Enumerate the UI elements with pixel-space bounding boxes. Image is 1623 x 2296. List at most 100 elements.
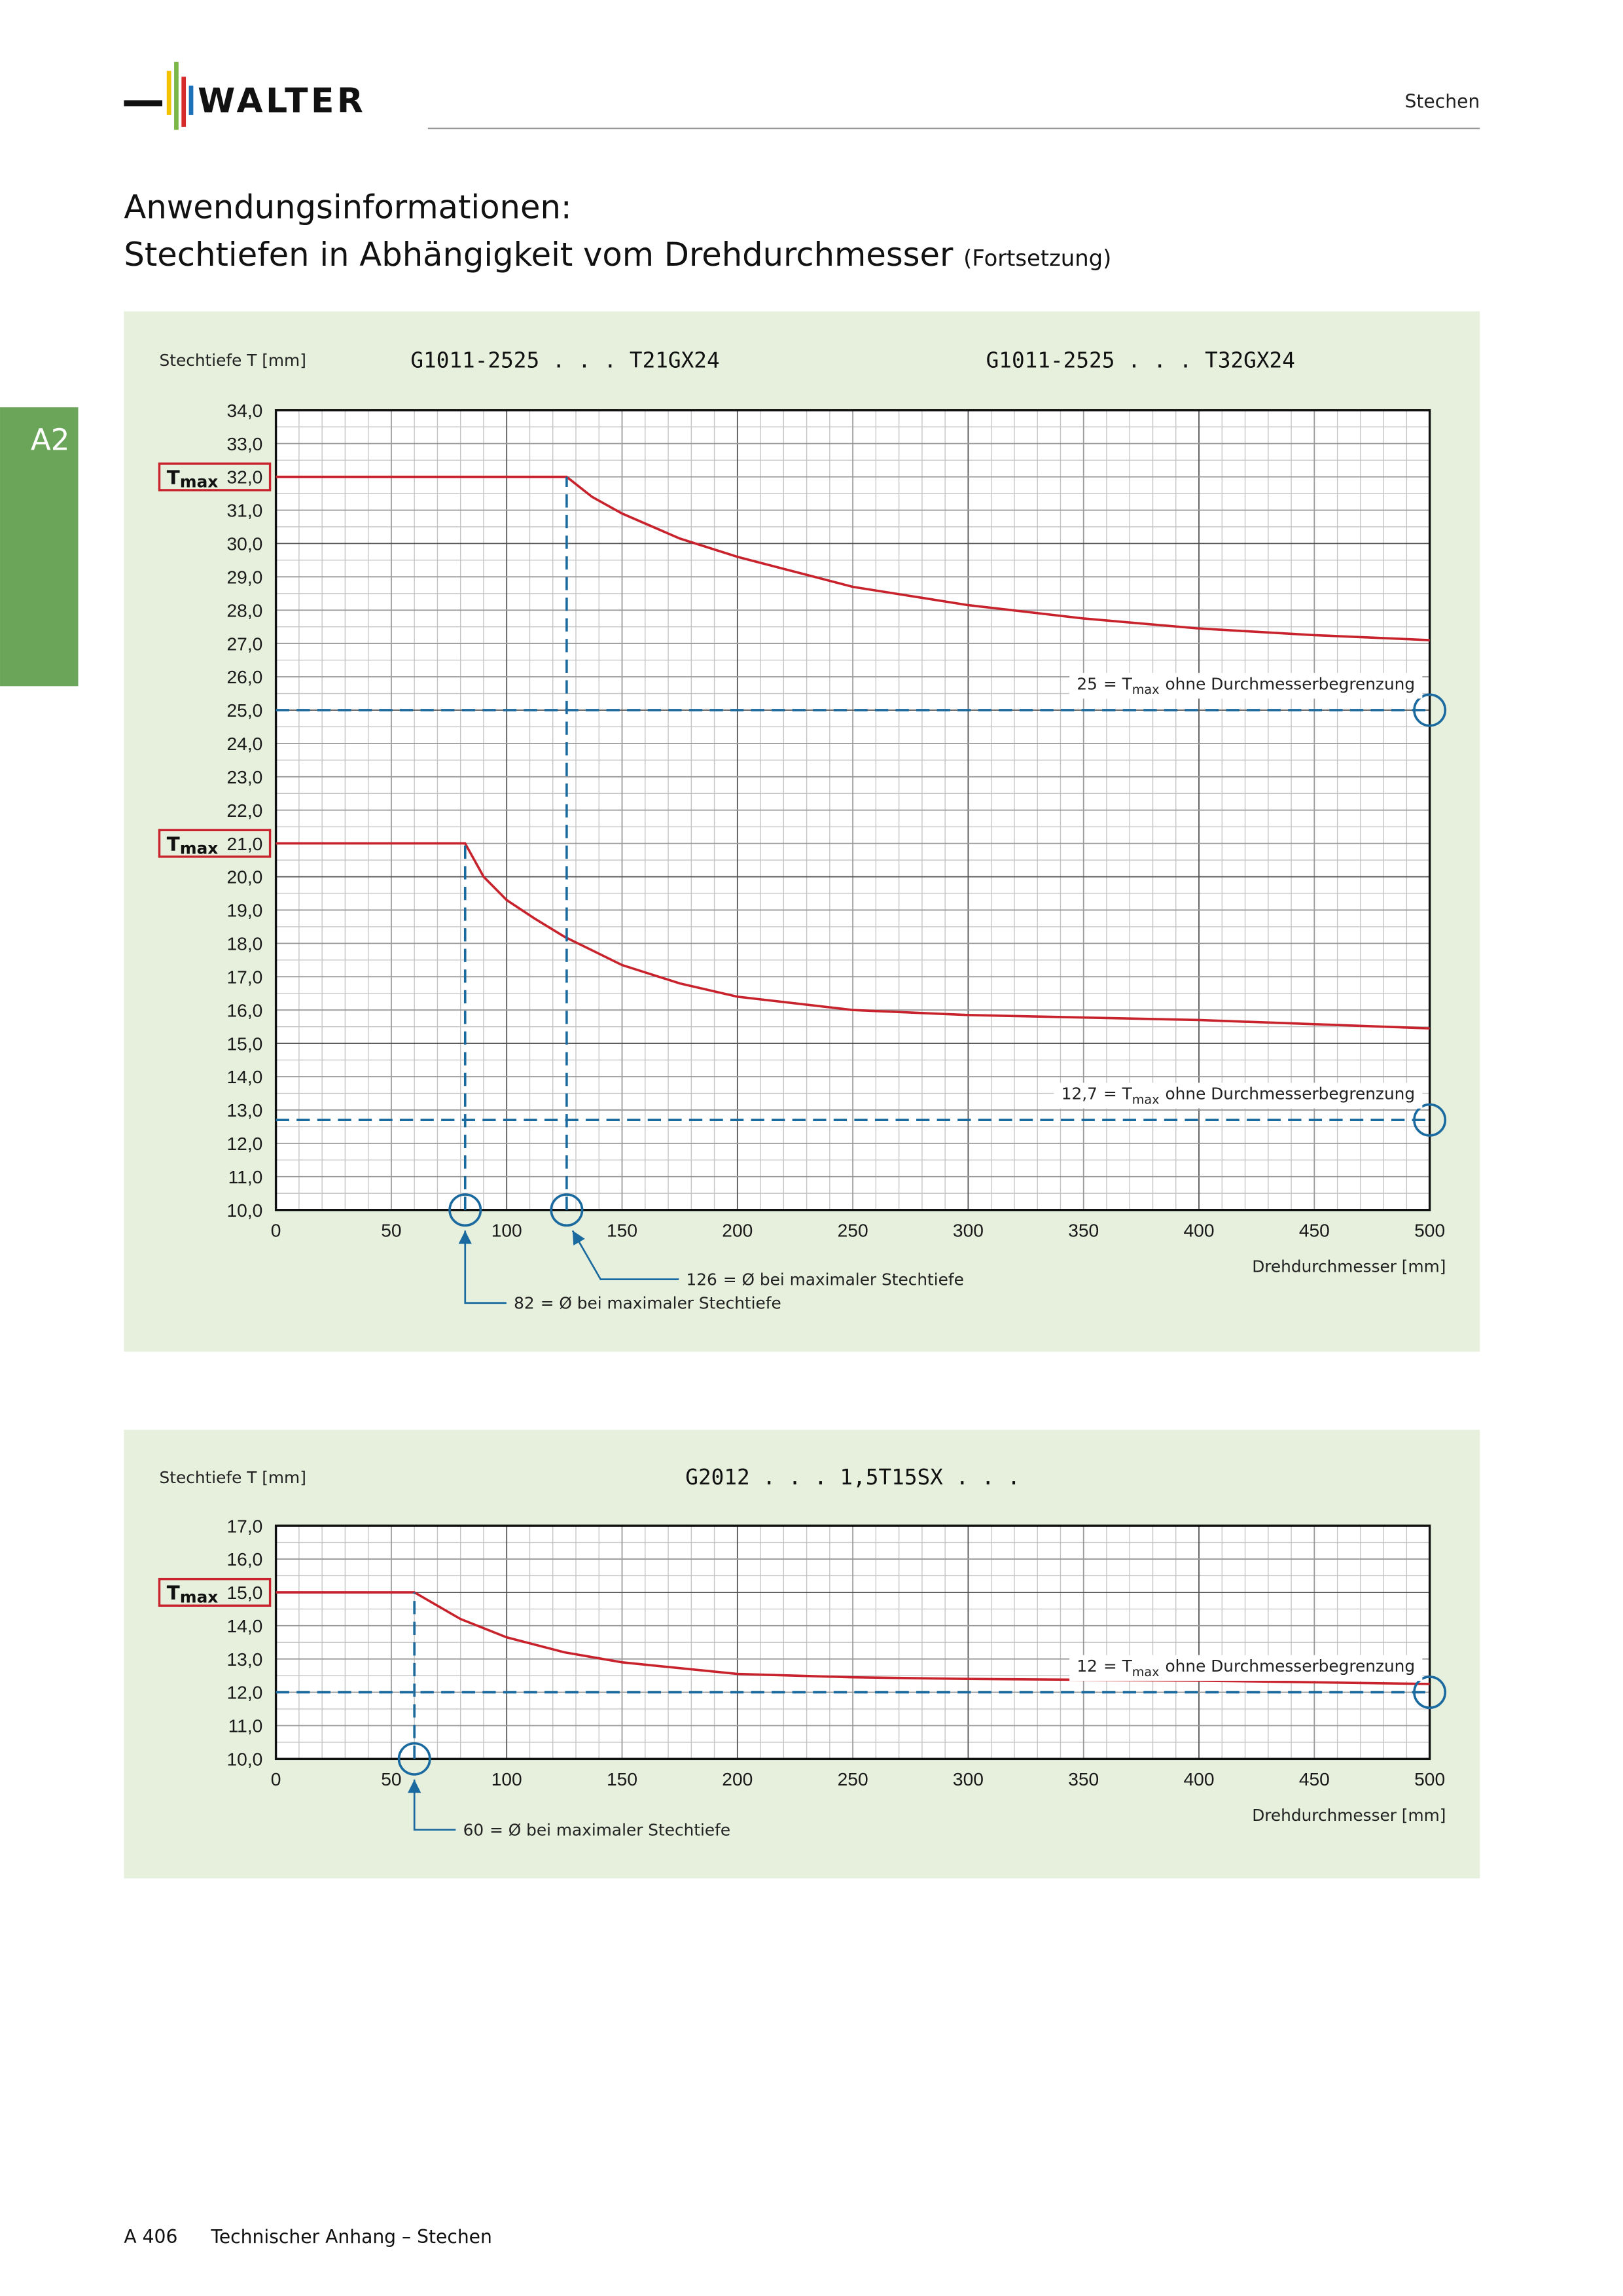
x-tick-label: 50 <box>381 1219 401 1240</box>
annotation-leader <box>464 1230 507 1304</box>
annotation: 25 = Tmax ohne Durchmesserbegrenzung <box>1077 674 1415 697</box>
reference-marker <box>1413 1103 1447 1137</box>
y-tick-label: 19,0 <box>226 900 262 921</box>
tmax-label: Tmax <box>167 467 219 492</box>
y-tick-label: 16,0 <box>226 1549 262 1570</box>
tmax-sub: max <box>180 838 219 857</box>
y-tick-label: 15,0 <box>226 1033 262 1054</box>
annotation-value: 82 <box>514 1294 535 1313</box>
x-tick-label: 350 <box>1068 1768 1099 1789</box>
x-tick-label: 0 <box>271 1768 281 1789</box>
annotation: 60 = Ø bei maximaler Stechtiefe <box>463 1821 731 1840</box>
x-tick-label: 500 <box>1414 1219 1445 1240</box>
tmax-box <box>158 462 272 492</box>
tmax-sub: max <box>180 1588 219 1607</box>
annotation-text: ohne Durchmesserbegrenzung <box>1166 1085 1416 1103</box>
annotation: 126 = Ø bei maximaler Stechtiefe <box>687 1270 964 1289</box>
y-tick-label: 14,0 <box>226 1066 262 1087</box>
x-tick-label: 450 <box>1299 1219 1330 1240</box>
annotation-arrow <box>458 1230 472 1244</box>
y-tick-label: 10,0 <box>226 1200 262 1221</box>
side-tab-label: A2 <box>31 423 70 457</box>
annotation-value: 60 <box>463 1821 484 1840</box>
x-tick-label: 350 <box>1068 1219 1099 1240</box>
logo-bar <box>174 62 179 130</box>
x-tick-label: 250 <box>838 1768 868 1789</box>
x-tick-label: 500 <box>1414 1768 1445 1789</box>
annotation-text: ohne Durchmesserbegrenzung <box>1166 1657 1416 1676</box>
x-tick-label: 200 <box>722 1768 753 1789</box>
x-tick-label: 450 <box>1299 1768 1330 1789</box>
annotation-value: 12,7 <box>1061 1085 1097 1103</box>
y-tick-label: 32,0 <box>226 467 262 488</box>
title-text: Stechtiefen in Abhängigkeit vom Drehdurc… <box>124 236 954 274</box>
x-tick-label: 400 <box>1184 1768 1215 1789</box>
tmax-letter: T <box>167 833 180 855</box>
tmax-label: Tmax <box>167 833 219 858</box>
annotation-arrow <box>572 1230 585 1246</box>
series-line <box>276 842 1430 1030</box>
y-tick-label: 10,0 <box>226 1749 262 1770</box>
annotation-value: 126 <box>687 1270 717 1289</box>
x-tick-label: 300 <box>953 1219 984 1240</box>
x-tick-label: 100 <box>491 1219 522 1240</box>
logo-bar <box>181 77 187 127</box>
series-name: G2012 . . . 1,5T15SX . . . <box>685 1465 1020 1490</box>
annotation-sub: max <box>1132 1664 1160 1679</box>
y-tick-label: 11,0 <box>228 1715 263 1736</box>
annotation-leader <box>413 1779 456 1831</box>
reference-marker <box>550 1193 584 1227</box>
tmax-box <box>158 1577 272 1607</box>
y-tick-label: 17,0 <box>226 966 262 987</box>
annotation-value: 25 <box>1077 674 1097 693</box>
y-tick-label: 23,0 <box>226 766 262 787</box>
y-tick-label: 31,0 <box>226 500 262 521</box>
series-line <box>276 475 1430 641</box>
annotation-value: 12 <box>1077 1657 1097 1676</box>
annotation-text: = Ø bei maximaler Stechtiefe <box>541 1294 781 1313</box>
y-tick-label: 15,0 <box>226 1582 262 1603</box>
x-axis-label: Drehdurchmesser [mm] <box>1252 1806 1446 1825</box>
x-tick-label: 150 <box>607 1768 637 1789</box>
x-tick-label: 200 <box>722 1219 753 1240</box>
annotation-text: = T <box>1103 1657 1133 1676</box>
tmax-letter: T <box>167 1582 180 1604</box>
y-axis-label: Stechtiefe T [mm] <box>160 1468 306 1487</box>
y-tick-label: 12,0 <box>226 1682 262 1703</box>
plot-frame <box>274 409 1431 1211</box>
y-tick-label: 24,0 <box>226 733 262 754</box>
reference-marker <box>1413 693 1447 727</box>
y-tick-label: 27,0 <box>226 633 262 654</box>
y-axis-label: Stechtiefe T [mm] <box>160 351 306 370</box>
y-tick-label: 29,0 <box>226 566 262 587</box>
x-axis-label: Drehdurchmesser [mm] <box>1252 1257 1446 1276</box>
annotation: 12,7 = Tmax ohne Durchmesserbegrenzung <box>1061 1085 1415 1107</box>
annotation-background <box>1069 673 1423 699</box>
reference-marker <box>397 1742 431 1776</box>
logo-bar <box>166 71 171 115</box>
tmax-letter: T <box>167 467 180 489</box>
y-tick-label: 13,0 <box>226 1649 262 1670</box>
x-tick-label: 100 <box>491 1768 522 1789</box>
annotation-text: = Ø bei maximaler Stechtiefe <box>490 1821 730 1840</box>
reference-marker <box>1413 1676 1447 1710</box>
y-tick-label: 26,0 <box>226 666 262 687</box>
y-tick-label: 14,0 <box>226 1615 262 1636</box>
series-line <box>276 1591 1430 1685</box>
annotation-sub: max <box>1132 682 1160 697</box>
series-name: G1011-2525 . . . T21GX24 <box>410 348 719 372</box>
x-tick-label: 400 <box>1184 1219 1215 1240</box>
title-note: (Fortsetzung) <box>963 245 1111 271</box>
x-tick-label: 150 <box>607 1219 637 1240</box>
y-tick-label: 16,0 <box>226 999 262 1020</box>
logo-bar <box>188 85 194 115</box>
y-tick-label: 33,0 <box>226 433 262 454</box>
y-tick-label: 28,0 <box>226 600 262 620</box>
annotation: 12 = Tmax ohne Durchmesserbegrenzung <box>1077 1657 1415 1679</box>
logo-bar <box>124 100 163 107</box>
footer-text: Technischer Anhang – Stechen <box>210 2226 491 2248</box>
y-tick-label: 25,0 <box>226 700 262 721</box>
tmax-box <box>158 829 272 858</box>
y-tick-label: 21,0 <box>226 833 262 854</box>
y-tick-label: 12,0 <box>226 1133 262 1154</box>
